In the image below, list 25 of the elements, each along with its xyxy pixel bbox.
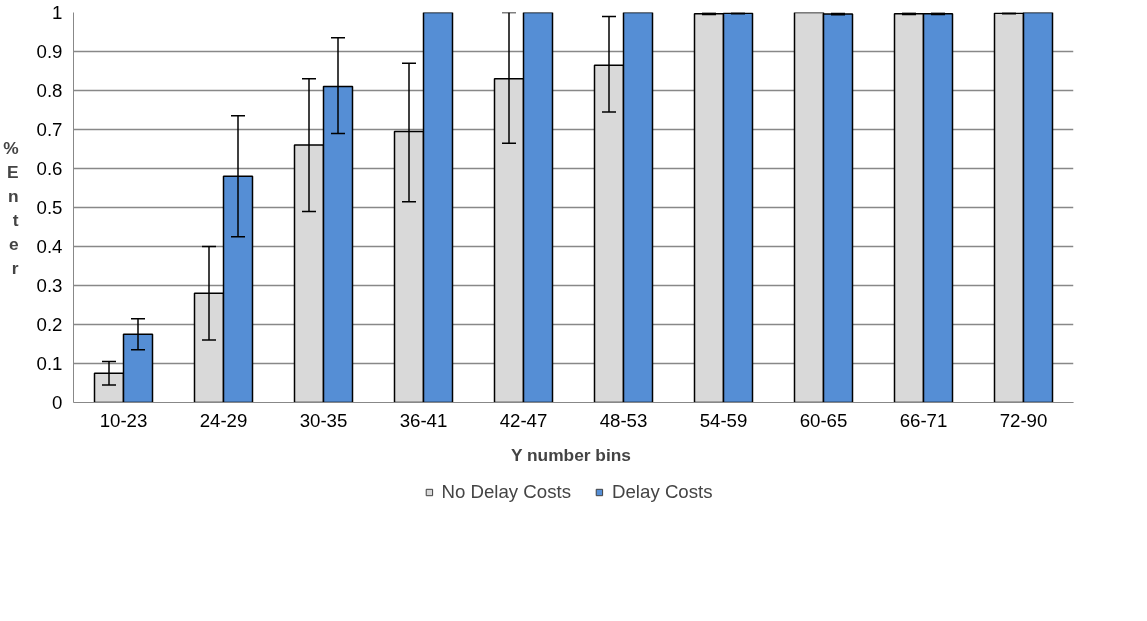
x-tick-label: 24-29 <box>199 409 248 431</box>
y-tick-label: 0 <box>52 392 63 413</box>
x-tick-label: 10-23 <box>99 409 148 431</box>
x-tick-label: 42-47 <box>499 409 548 431</box>
y-tick-label: 0.5 <box>36 197 63 218</box>
x-tick-label: 60-65 <box>799 409 848 431</box>
x-axis-title: Y number bins <box>510 444 631 465</box>
x-tick-label: 48-53 <box>599 409 648 431</box>
y-tick-label: 0.8 <box>36 80 63 101</box>
x-tick-label: 72-90 <box>999 409 1048 431</box>
y-tick-label: 0.2 <box>36 314 63 335</box>
x-tick-label: 30-35 <box>299 409 348 431</box>
y-tick-label: 0.1 <box>36 353 63 374</box>
x-tick-label: 36-41 <box>399 409 448 431</box>
y-tick-label: 0.9 <box>36 41 63 62</box>
x-tick-label: 66-71 <box>899 409 948 431</box>
x-tick-label: 54-59 <box>699 409 748 431</box>
y-tick-label: 0.3 <box>36 275 63 296</box>
y-tick-label: 0.6 <box>36 158 63 179</box>
y-tick-label: 1 <box>52 2 63 23</box>
legend-label: No Delay Costs <box>441 481 572 503</box>
y-tick-label: 0.7 <box>36 119 63 140</box>
legend-label: Delay Costs <box>612 481 713 503</box>
y-tick-label: 0.4 <box>36 236 63 257</box>
y-axis-title: % Enter <box>3 137 19 278</box>
